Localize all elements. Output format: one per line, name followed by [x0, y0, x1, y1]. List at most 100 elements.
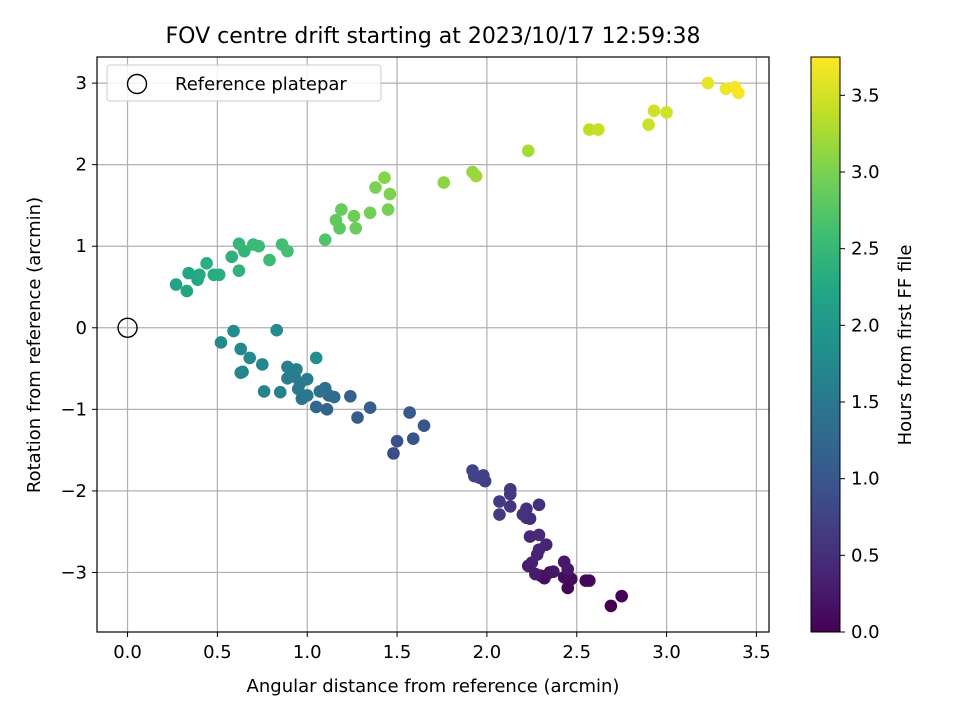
y-axis-label: Rotation from reference (arcmin)	[24, 197, 45, 493]
data-point	[234, 342, 248, 356]
colorbar-tick-label: 3.0	[851, 162, 880, 183]
colorbar-tick-label: 2.5	[851, 239, 880, 260]
x-tick-label: 1.0	[293, 642, 322, 663]
y-tick-label: −3	[60, 562, 87, 583]
colorbar-ticks: 0.0 0.5 1.0 1.5 2.0 2.5 3.0 3.5	[840, 85, 880, 643]
data-point	[369, 181, 382, 194]
colorbar-tick-label: 1.0	[851, 469, 880, 490]
data-point	[193, 268, 206, 282]
data-point	[403, 406, 416, 419]
colorbar-tick-label: 3.5	[851, 85, 880, 106]
data-point	[256, 358, 269, 371]
data-point	[660, 106, 673, 119]
data-point	[604, 599, 618, 613]
y-tick-label: 3	[76, 73, 87, 94]
data-point	[466, 464, 479, 477]
y-tick-label: 0	[76, 318, 87, 339]
x-tick-label: 3.5	[742, 642, 771, 663]
data-point	[349, 221, 363, 235]
legend-box	[106, 64, 382, 102]
legend-label: Reference platepar	[175, 74, 347, 95]
y-tick-label: 2	[76, 155, 87, 176]
x-axis-ticks: 0.0 0.5 1.0 1.5 2.0 2.5 3.0 3.5	[113, 632, 771, 663]
data-point	[532, 543, 546, 556]
data-point	[387, 447, 400, 460]
data-point	[363, 206, 377, 220]
chart-title: FOV centre drift starting at 2023/10/17 …	[166, 24, 701, 49]
data-point	[532, 528, 546, 542]
data-point	[257, 385, 271, 398]
data-point	[180, 284, 194, 298]
data-point	[200, 257, 213, 270]
data-point	[273, 385, 287, 399]
data-point	[281, 360, 294, 374]
data-point	[516, 508, 530, 521]
grid-lines	[97, 57, 769, 632]
colorbar: 0.0 0.5 1.0 1.5 2.0 2.5 3.0 3.5 Hours from firs…	[810, 56, 916, 643]
data-point	[212, 268, 226, 282]
data-point	[300, 389, 314, 402]
data-point	[615, 589, 628, 603]
data-point	[469, 169, 483, 183]
data-point	[329, 213, 343, 227]
data-point	[335, 203, 348, 216]
legend: Reference platepar	[106, 64, 382, 102]
data-point	[182, 266, 195, 280]
data-point	[318, 233, 332, 246]
data-point	[243, 351, 257, 365]
data-point	[252, 239, 266, 253]
data-point	[647, 104, 661, 118]
y-axis-ticks: 3 2 1 0 −1 −2 −3	[60, 73, 97, 583]
data-point	[309, 351, 323, 365]
x-tick-label: 1.5	[383, 642, 412, 663]
data-point	[642, 118, 655, 131]
x-tick-label: 3.0	[652, 642, 681, 663]
colorbar-tick-label: 2.0	[851, 315, 880, 336]
y-tick-label: −2	[60, 481, 87, 502]
data-point	[583, 123, 596, 136]
data-point	[313, 385, 327, 398]
data-point	[701, 76, 715, 90]
data-point	[263, 253, 276, 267]
x-axis-label: Angular distance from reference (arcmin)	[247, 676, 620, 697]
colorbar-tick-label: 1.5	[851, 392, 880, 413]
data-point	[347, 209, 361, 223]
x-tick-label: 0.5	[203, 642, 232, 663]
data-point	[437, 176, 451, 189]
data-point	[532, 498, 546, 512]
data-point	[521, 144, 535, 158]
data-point	[417, 419, 431, 432]
data-point	[225, 250, 239, 264]
colorbar-tick-label: 0.5	[851, 545, 880, 566]
reference-marker	[117, 317, 138, 338]
data-point	[309, 400, 323, 414]
data-point	[227, 324, 240, 338]
data-point	[493, 508, 506, 521]
data-point	[351, 411, 364, 424]
colorbar-tick-label: 0.0	[851, 622, 880, 643]
data-point	[378, 171, 391, 185]
data-point	[503, 487, 517, 501]
data-point	[232, 237, 246, 251]
legend-marker-circle	[126, 73, 148, 95]
data-point	[390, 434, 404, 448]
data-point	[281, 372, 294, 385]
data-point	[579, 574, 593, 587]
data-point	[381, 203, 395, 216]
data-point	[493, 495, 506, 508]
data-point	[383, 187, 397, 201]
data-point	[270, 323, 283, 337]
colorbar-gradient	[810, 56, 841, 633]
data-point	[557, 555, 571, 569]
plot-area-frame	[96, 56, 770, 633]
data-point	[344, 389, 357, 403]
data-point	[234, 366, 248, 379]
data-point	[529, 567, 542, 581]
x-tick-label: 2.0	[473, 642, 502, 663]
data-points	[169, 76, 745, 613]
data-point	[327, 390, 341, 404]
y-tick-label: −1	[60, 399, 87, 420]
data-point	[300, 372, 314, 386]
y-tick-label: 1	[76, 236, 87, 257]
